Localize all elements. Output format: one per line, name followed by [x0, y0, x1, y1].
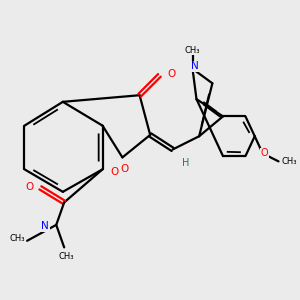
Text: CH₃: CH₃: [185, 46, 200, 55]
Text: O: O: [261, 148, 268, 158]
Text: CH₃: CH₃: [281, 157, 297, 166]
Text: N: N: [41, 221, 49, 231]
Text: O: O: [110, 167, 118, 177]
Text: O: O: [167, 68, 176, 79]
Text: O: O: [120, 164, 128, 173]
Text: CH₃: CH₃: [58, 252, 74, 261]
Text: N: N: [191, 61, 199, 71]
Text: H: H: [182, 158, 190, 168]
Text: CH₃: CH₃: [9, 234, 25, 243]
Text: O: O: [25, 182, 33, 192]
